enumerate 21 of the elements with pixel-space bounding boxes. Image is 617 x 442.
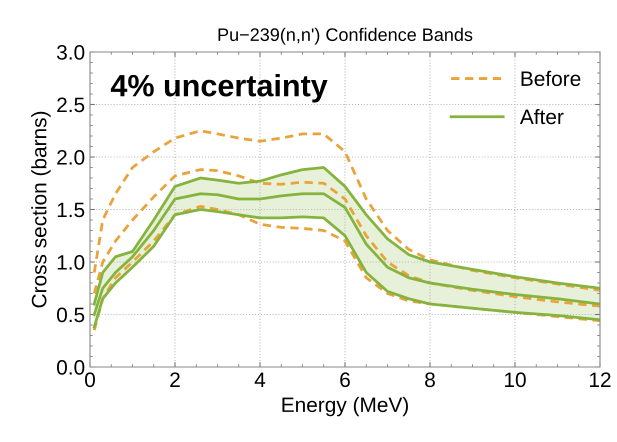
x-tick-label: 6 [340,372,350,388]
annotation: 4% uncertainty [110,74,328,103]
legend-label: Before [522,70,580,86]
y-tick-label: 2.0 [57,150,84,165]
x-axis-title: Energy (MeV) [282,396,408,416]
y-tick-label: 0.5 [56,308,84,322]
x-tick-label: 12 [590,372,611,387]
legend-label: After [520,108,564,124]
y-axis-title: Cross section (barns) [31,112,51,308]
chart-title: Pu−239(n,n') Confidence Bands [218,28,472,45]
y-tick-label: 3.0 [56,45,84,60]
x-tick-label: 2 [170,372,180,387]
y-tick-label: 0.0 [56,360,84,375]
y-tick-label: 1.5 [58,202,84,218]
x-tick-label: 4 [254,372,266,387]
x-tick-label: 8 [425,372,435,388]
y-tick-label: 1.0 [58,255,84,270]
line-series [92,129,600,292]
x-tick-label: 10 [505,372,526,388]
y-tick-label: 2.5 [57,98,84,112]
x-tick-label: 0 [85,372,95,388]
